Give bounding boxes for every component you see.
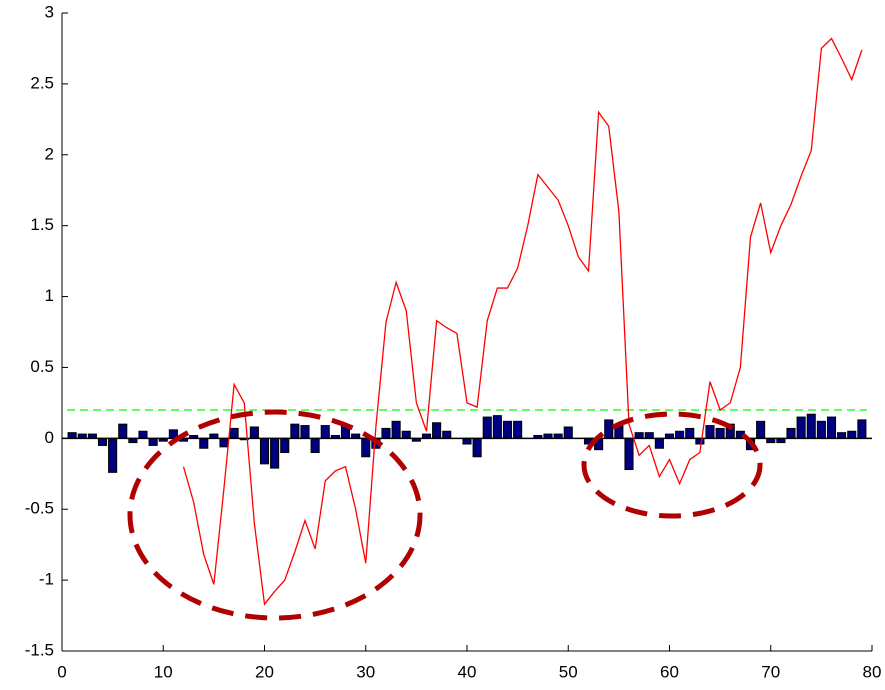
bar	[229, 427, 239, 439]
bar	[492, 415, 502, 439]
bar	[320, 425, 330, 439]
bar	[786, 427, 796, 439]
bar	[624, 437, 634, 471]
bar	[796, 416, 806, 439]
bar	[97, 437, 108, 446]
bar	[654, 437, 664, 449]
y-tick-label: 0	[45, 428, 54, 447]
x-tick-label: 10	[154, 662, 173, 681]
bar	[401, 430, 411, 439]
bar	[563, 426, 573, 439]
bar	[310, 437, 320, 454]
bar	[280, 437, 290, 454]
bar	[249, 426, 259, 439]
bar	[513, 420, 523, 439]
y-tick-label: 1	[45, 286, 54, 305]
bar	[756, 420, 766, 439]
x-tick-label: 50	[559, 662, 578, 681]
x-tick-label: 70	[761, 662, 780, 681]
highlight-ellipse	[127, 409, 423, 621]
bar	[300, 425, 310, 439]
bar	[67, 432, 77, 439]
y-tick-label: 1.5	[30, 215, 54, 234]
bar	[361, 437, 371, 458]
bar	[290, 423, 300, 439]
bar	[826, 416, 837, 439]
bar	[604, 419, 614, 439]
bar	[462, 437, 472, 445]
bar	[806, 413, 816, 439]
x-tick-label: 40	[458, 662, 477, 681]
bar	[482, 416, 492, 439]
bar	[857, 419, 867, 439]
bar	[219, 437, 229, 448]
bar	[432, 422, 442, 439]
x-tick-label: 80	[863, 662, 882, 681]
bar	[685, 427, 695, 439]
bar	[634, 432, 644, 439]
y-tick-label: 3	[45, 2, 54, 21]
x-tick-label: 30	[356, 662, 375, 681]
bar	[715, 427, 725, 439]
highlight-ellipse	[581, 411, 763, 519]
x-tick-label: 0	[57, 662, 66, 681]
bar	[118, 423, 128, 439]
y-tick-label: -1.5	[25, 640, 54, 659]
y-tick-label: 2	[45, 144, 54, 163]
line	[182, 37, 863, 606]
bar	[644, 432, 654, 439]
y-tick-label: 0.5	[30, 357, 54, 376]
y-tick-label: -0.5	[25, 499, 54, 518]
bar	[502, 420, 513, 439]
bar	[381, 427, 391, 439]
bar	[837, 432, 847, 439]
y-tick-label: -1	[39, 570, 54, 589]
bar	[816, 420, 826, 439]
x-tick-label: 60	[660, 662, 679, 681]
bar	[705, 425, 715, 439]
bar	[472, 437, 482, 458]
y-tick-label: 2.5	[30, 73, 54, 92]
bar	[675, 430, 685, 439]
x-tick-label: 20	[255, 662, 274, 681]
bar	[199, 437, 209, 449]
bar	[391, 420, 401, 439]
bar	[108, 437, 118, 473]
bar	[148, 437, 158, 446]
bar	[270, 437, 280, 469]
bar	[442, 430, 452, 439]
bar	[847, 430, 857, 439]
bar	[138, 430, 148, 439]
bar	[259, 437, 270, 465]
bar	[695, 437, 705, 445]
